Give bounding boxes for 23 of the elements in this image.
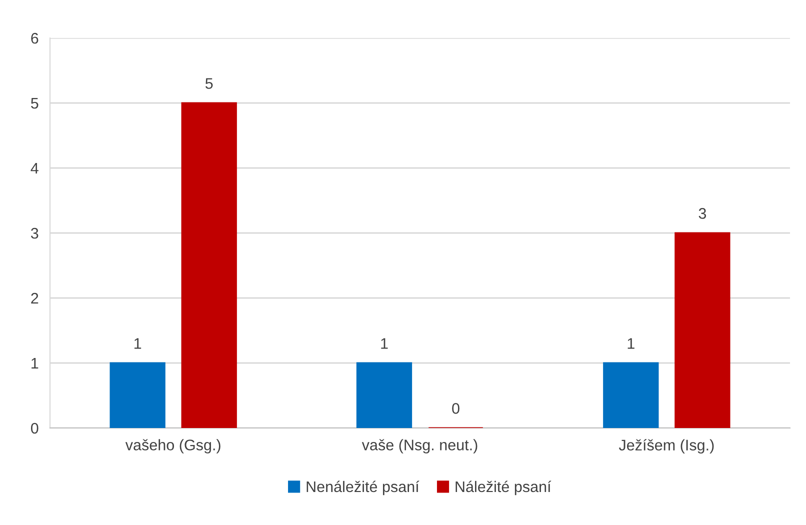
y-tick-label: 5 [31, 98, 38, 109]
y-tick-label: 4 [30, 163, 38, 174]
data-label: 1 [381, 338, 388, 349]
x-tick-label: Ježíšem (Isg.) [618, 439, 714, 454]
y-tick-label: 3 [30, 228, 38, 239]
legend-label: Nenáležité psaní [306, 480, 420, 496]
y-tick-label: 2 [31, 292, 38, 304]
data-label: 0 [452, 403, 460, 414]
bar [603, 362, 659, 428]
legend-label: Náležité psaní [456, 480, 552, 496]
y-tick-label: 6 [31, 32, 38, 44]
data-label: 3 [698, 208, 706, 219]
x-tick-label: vaše (Nsg. neut.) [362, 439, 478, 454]
data-label: 1 [134, 338, 142, 349]
bar [674, 232, 730, 428]
data-label: 5 [205, 78, 213, 89]
y-tick-label: 1 [32, 358, 38, 369]
data-label: 1 [628, 338, 634, 349]
bar [110, 362, 166, 428]
bar [181, 102, 237, 428]
bar [356, 362, 412, 428]
x-tick-label: vašeho (Gsg.) [125, 439, 220, 454]
y-tick-label: 0 [30, 422, 38, 434]
